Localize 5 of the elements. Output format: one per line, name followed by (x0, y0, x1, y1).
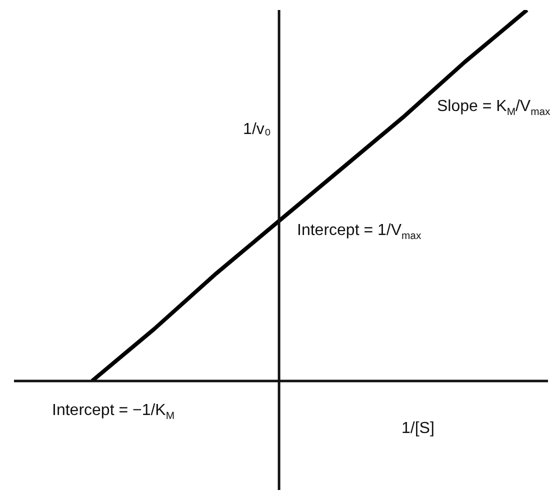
annotation: Intercept = 1/V$_{max}$ (297, 222, 422, 242)
text: Intercept = −1/K$_{M}$ (52, 402, 175, 422)
annotation: Slope = K$_{M}$/V$_{max}$ (437, 98, 550, 118)
x-axis-title: 1/[S] (402, 420, 434, 438)
y-axis-title: 1/v₀ (243, 121, 272, 139)
